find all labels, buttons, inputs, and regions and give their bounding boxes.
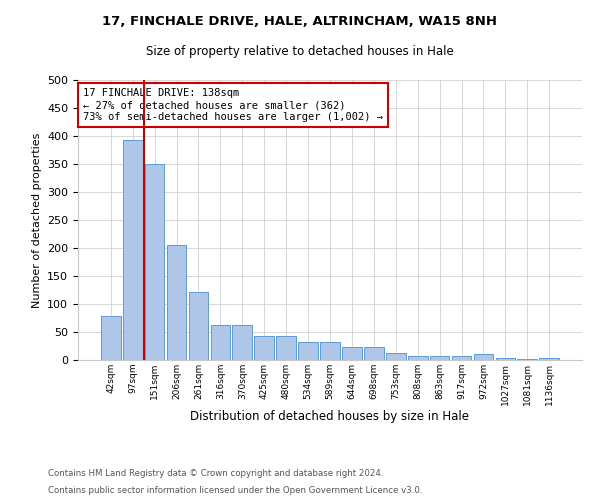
Bar	[298, 342, 318, 360]
Bar	[430, 356, 449, 360]
Bar	[320, 342, 340, 360]
Bar	[254, 336, 274, 360]
Y-axis label: Number of detached properties: Number of detached properties	[32, 132, 41, 308]
Text: Size of property relative to detached houses in Hale: Size of property relative to detached ho…	[146, 45, 454, 58]
Bar	[473, 354, 493, 360]
Bar	[539, 358, 559, 360]
Bar	[232, 324, 252, 360]
Bar	[364, 347, 384, 360]
X-axis label: Distribution of detached houses by size in Hale: Distribution of detached houses by size …	[191, 410, 470, 424]
Bar	[123, 140, 143, 360]
Bar	[452, 356, 472, 360]
Bar	[496, 358, 515, 360]
Bar	[342, 347, 362, 360]
Text: 17, FINCHALE DRIVE, HALE, ALTRINCHAM, WA15 8NH: 17, FINCHALE DRIVE, HALE, ALTRINCHAM, WA…	[103, 15, 497, 28]
Bar	[408, 356, 428, 360]
Text: 17 FINCHALE DRIVE: 138sqm
← 27% of detached houses are smaller (362)
73% of semi: 17 FINCHALE DRIVE: 138sqm ← 27% of detac…	[83, 88, 383, 122]
Bar	[386, 352, 406, 360]
Bar	[517, 359, 537, 360]
Bar	[188, 292, 208, 360]
Bar	[145, 164, 164, 360]
Bar	[101, 316, 121, 360]
Bar	[211, 324, 230, 360]
Text: Contains HM Land Registry data © Crown copyright and database right 2024.: Contains HM Land Registry data © Crown c…	[48, 468, 383, 477]
Bar	[167, 245, 187, 360]
Text: Contains public sector information licensed under the Open Government Licence v3: Contains public sector information licen…	[48, 486, 422, 495]
Bar	[276, 336, 296, 360]
